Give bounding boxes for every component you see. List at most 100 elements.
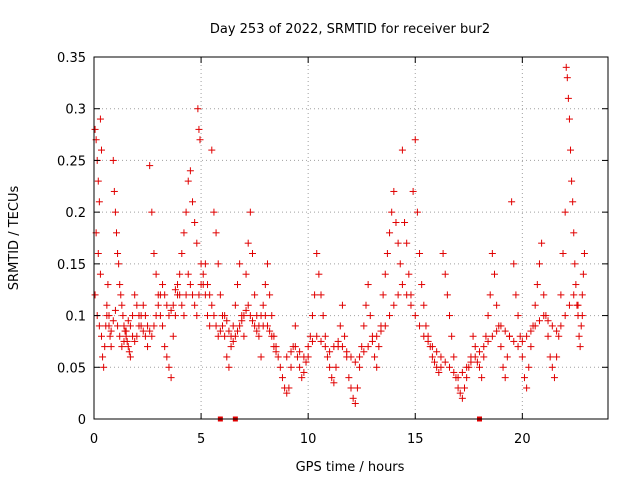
data-point: [159, 281, 167, 289]
data-point: [358, 343, 366, 351]
data-point: [97, 146, 105, 154]
data-point: [441, 358, 449, 366]
data-point: [111, 306, 119, 314]
data-point: [561, 312, 569, 320]
data-point: [381, 270, 389, 278]
data-point: [182, 291, 190, 299]
data-point: [251, 291, 259, 299]
data-point: [236, 322, 244, 330]
data-point: [336, 322, 344, 330]
x-axis-label: GPS time / hours: [296, 460, 405, 475]
data-point: [375, 343, 383, 351]
data-point: [398, 146, 406, 154]
data-point: [386, 312, 394, 320]
data-point: [216, 291, 224, 299]
data-point: [469, 332, 477, 340]
data-point: [227, 343, 235, 351]
y-tick-label: 0.35: [57, 51, 86, 66]
data-point: [115, 260, 123, 268]
data-point: [110, 187, 118, 195]
data-point: [454, 374, 462, 382]
data-point: [214, 332, 222, 340]
data-point: [186, 167, 194, 175]
data-point: [176, 291, 184, 299]
data-point: [523, 384, 531, 392]
data-point: [540, 312, 548, 320]
data-point: [214, 260, 222, 268]
data-point: [141, 312, 149, 320]
data-point: [403, 291, 411, 299]
data-point: [194, 105, 202, 113]
data-point: [120, 322, 128, 330]
data-point: [212, 322, 220, 330]
data-point: [107, 327, 115, 335]
data-point: [575, 332, 583, 340]
data-point: [169, 332, 177, 340]
data-point: [152, 270, 160, 278]
data-point: [347, 353, 355, 361]
data-point: [131, 291, 139, 299]
data-point: [550, 374, 558, 382]
data-point: [150, 250, 158, 258]
data-point: [531, 301, 539, 309]
data-point: [109, 317, 117, 325]
data-point: [416, 322, 424, 330]
data-point: [261, 281, 269, 289]
data-point: [248, 250, 256, 258]
data-point: [261, 312, 269, 320]
data-point: [223, 353, 231, 361]
data-point: [579, 270, 587, 278]
data-point: [467, 358, 475, 366]
y-tick-label: 0.25: [57, 154, 86, 169]
data-point: [308, 312, 316, 320]
data-point: [456, 389, 464, 397]
data-point: [268, 312, 276, 320]
data-point: [210, 208, 218, 216]
data-point: [139, 301, 147, 309]
data-point: [313, 332, 321, 340]
data-point: [238, 317, 246, 325]
data-point: [101, 343, 109, 351]
data-point: [117, 291, 125, 299]
data-point: [471, 343, 479, 351]
data-point: [133, 301, 141, 309]
data-point: [553, 327, 561, 335]
data-point: [300, 353, 308, 361]
data-point: [326, 348, 334, 356]
data-point: [514, 312, 522, 320]
data-point: [107, 343, 115, 351]
data-point: [259, 301, 267, 309]
data-point: [394, 291, 402, 299]
y-tick-label: 0.3: [65, 103, 86, 118]
data-point: [482, 332, 490, 340]
data-point: [178, 301, 186, 309]
data-point: [360, 322, 368, 330]
data-point: [165, 363, 173, 371]
data-point: [285, 384, 293, 392]
data-point: [580, 250, 588, 258]
data-point: [189, 291, 197, 299]
data-point: [91, 125, 99, 133]
data-point: [563, 74, 571, 82]
data-point: [441, 270, 449, 278]
data-point: [201, 260, 209, 268]
data-point: [508, 198, 516, 206]
data-point: [189, 198, 197, 206]
data-point: [330, 379, 338, 387]
data-point: [270, 343, 278, 351]
data-point: [91, 291, 99, 299]
data-point: [193, 239, 201, 247]
data-point: [478, 374, 486, 382]
data-point: [338, 343, 346, 351]
data-point: [559, 250, 567, 258]
data-point: [94, 250, 102, 258]
data-point: [565, 301, 573, 309]
data-point: [225, 327, 233, 335]
data-point: [353, 384, 361, 392]
data-point: [446, 312, 454, 320]
data-point: [221, 312, 229, 320]
data-point: [439, 250, 447, 258]
data-point: [461, 384, 469, 392]
data-point: [104, 281, 112, 289]
data-point: [240, 312, 248, 320]
